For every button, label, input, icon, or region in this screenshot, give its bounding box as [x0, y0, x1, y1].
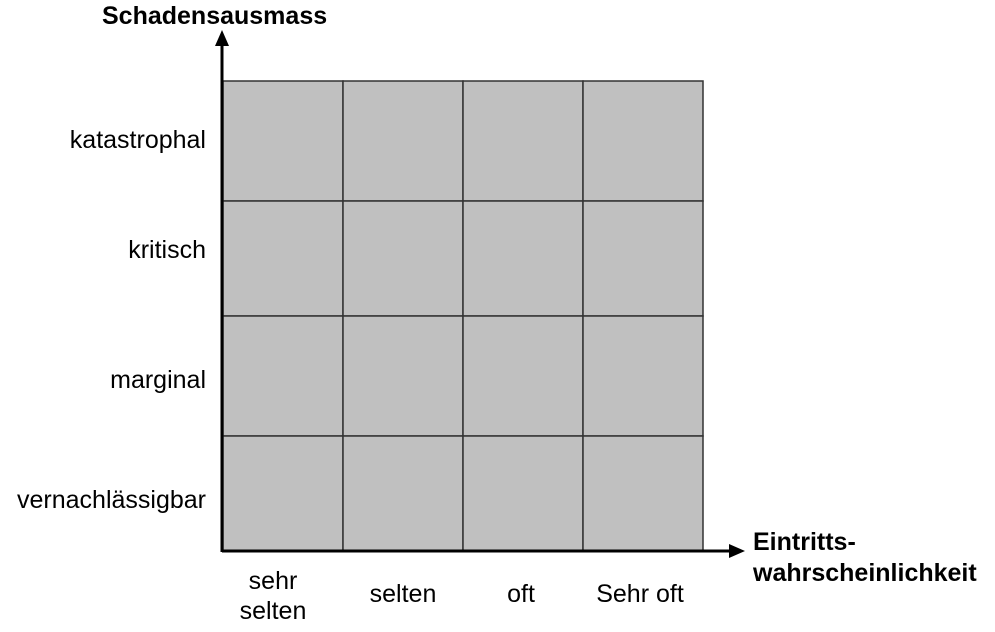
row-label-kritisch: kritisch	[128, 236, 206, 264]
matrix-cells	[222, 80, 704, 552]
matrix-cell-r4-c3	[462, 435, 584, 552]
col-label-sehr-selten-line1: sehr	[248, 567, 298, 595]
matrix-cell-r1-c4	[582, 80, 704, 202]
x-axis-title-line2: wahrscheinlichkeit	[753, 559, 977, 587]
row-label-vernachlaessigbar: vernachlässigbar	[17, 486, 206, 514]
matrix-cell-r1-c1	[222, 80, 344, 202]
row-label-marginal: marginal	[110, 366, 206, 394]
col-label-sehr-oft: Sehr oft	[596, 580, 684, 608]
matrix-cell-r1-c2	[342, 80, 464, 202]
matrix-cell-r3-c4	[582, 315, 704, 437]
matrix-cell-r3-c3	[462, 315, 584, 437]
x-axis-title-line1: Eintritts-	[753, 528, 856, 556]
matrix-cell-r4-c1	[222, 435, 344, 552]
y-axis-title: Schadensausmass	[102, 2, 328, 30]
matrix-cell-r1-c3	[462, 80, 584, 202]
y-axis-arrowhead	[215, 30, 229, 46]
matrix-cell-r4-c4	[582, 435, 704, 552]
matrix-cell-r2-c4	[582, 200, 704, 317]
matrix-cell-r2-c2	[342, 200, 464, 317]
matrix-cell-r2-c1	[222, 200, 344, 317]
col-label-oft: oft	[507, 580, 535, 608]
matrix-cell-r4-c2	[342, 435, 464, 552]
col-label-sehr-selten-line2: selten	[239, 597, 307, 625]
row-label-katastrophal: katastrophal	[69, 126, 206, 154]
matrix-cell-r3-c1	[222, 315, 344, 437]
matrix-cell-r3-c2	[342, 315, 464, 437]
matrix-cell-r2-c3	[462, 200, 584, 317]
x-axis-arrowhead	[729, 544, 745, 558]
col-label-selten: selten	[369, 580, 437, 608]
